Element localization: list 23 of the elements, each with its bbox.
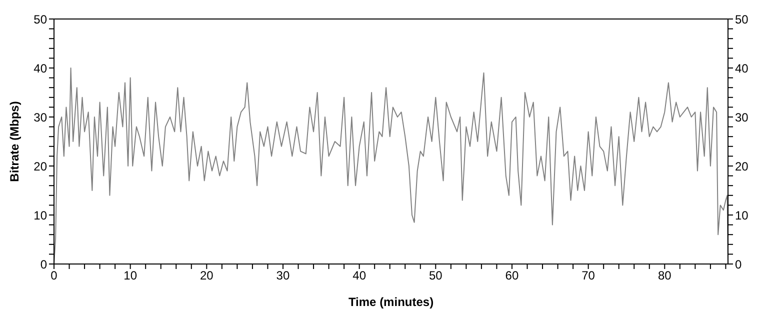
x-tick-label: 20: [200, 268, 214, 283]
x-axis-title: Time (minutes): [348, 295, 434, 309]
y-tick-label: 0: [40, 257, 48, 272]
y-axis-title: Bitrate (Mbps): [7, 101, 22, 182]
y2-tick-label: 40: [735, 61, 749, 76]
y2-tick-label: 50: [735, 12, 749, 26]
y2-tick-label: 30: [735, 110, 749, 124]
y-tick-label: 10: [34, 208, 48, 222]
x-tick-label: 80: [658, 268, 672, 283]
x-tick-label: 50: [428, 268, 443, 283]
y2-tick-label: 10: [735, 208, 749, 222]
x-tick-label: 10: [124, 268, 138, 283]
x-tick-label: 70: [582, 268, 596, 283]
x-tick-label: 30: [276, 268, 290, 283]
y2-tick-label: 20: [735, 159, 749, 174]
y-tick-label: 20: [34, 159, 48, 174]
y-tick-label: 40: [34, 61, 48, 76]
y-tick-label: 30: [34, 110, 48, 124]
y-tick-label: 50: [34, 12, 48, 26]
x-tick-label: 0: [50, 268, 58, 283]
y2-tick-label: 0: [735, 257, 742, 272]
x-tick-label: 60: [505, 268, 519, 283]
x-tick-label: 40: [352, 268, 366, 283]
